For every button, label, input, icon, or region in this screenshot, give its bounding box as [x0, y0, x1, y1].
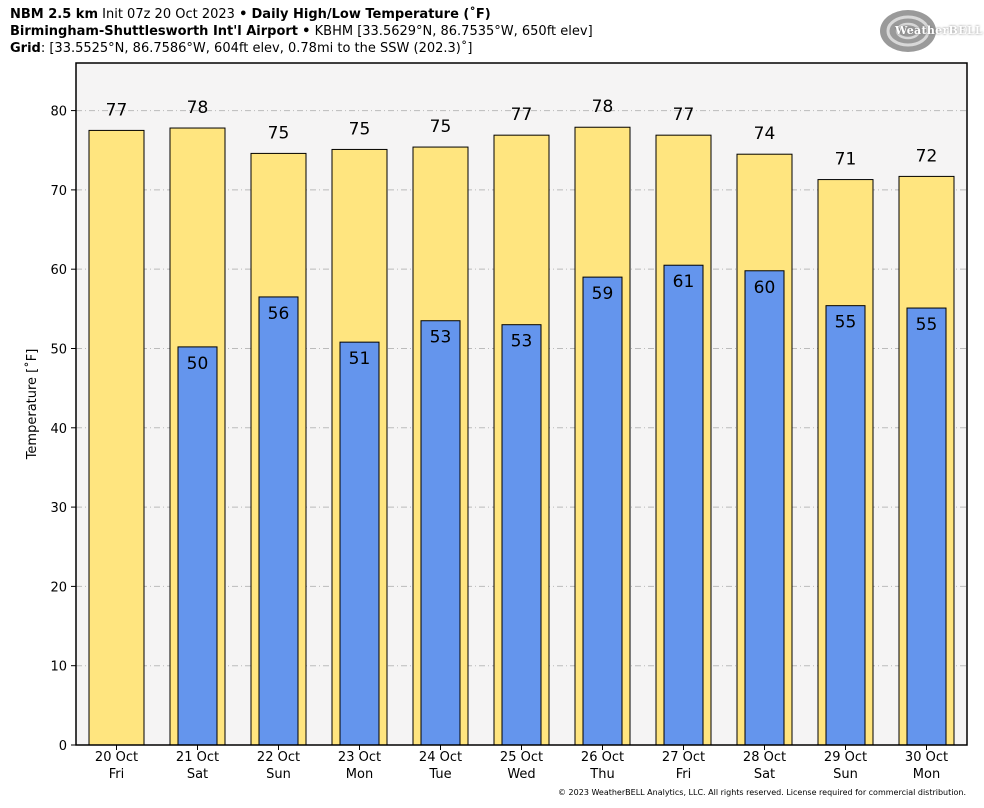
- x-tick-label-date: 28 Oct: [743, 750, 786, 765]
- low-label: 55: [835, 313, 857, 333]
- low-label: 56: [268, 304, 290, 324]
- low-bar: [744, 270, 785, 746]
- high-label: 77: [106, 100, 128, 120]
- x-tick-label-date: 24 Oct: [419, 750, 462, 765]
- y-tick-label: 70: [50, 184, 67, 199]
- high-label: 75: [349, 119, 371, 139]
- x-tick-label-day: Mon: [346, 767, 373, 782]
- high-label: 71: [835, 150, 857, 170]
- product-name: Daily High/Low Temperature (˚F): [251, 7, 491, 22]
- x-tick-label-date: 20 Oct: [95, 750, 138, 765]
- x-tick-label-date: 27 Oct: [662, 750, 705, 765]
- x-tick-label-day: Sat: [754, 767, 775, 782]
- high-label: 77: [673, 105, 695, 125]
- high-label: 78: [187, 98, 209, 118]
- low-bar: [906, 307, 947, 746]
- x-tick-label-day: Mon: [913, 767, 940, 782]
- low-label: 59: [592, 284, 614, 304]
- low-bar: [663, 264, 704, 746]
- init-time: Init 07z 20 Oct 2023: [102, 7, 235, 22]
- station-name: Birmingham-Shuttlesworth Int'l Airport: [10, 24, 299, 39]
- grid-info: : [33.5525°N, 86.7586°W, 604ft elev, 0.7…: [40, 41, 473, 56]
- x-tick-label-date: 22 Oct: [257, 750, 300, 765]
- y-tick-label: 80: [50, 105, 67, 120]
- separator: •: [239, 7, 248, 22]
- x-tick-label-date: 23 Oct: [338, 750, 381, 765]
- y-tick-label: 0: [59, 739, 67, 754]
- x-tick-label-day: Fri: [109, 767, 125, 782]
- high-label: 74: [754, 124, 776, 144]
- y-tick-label: 20: [50, 580, 67, 595]
- low-bar: [420, 320, 461, 746]
- x-tick-label-date: 26 Oct: [581, 750, 624, 765]
- high-label: 75: [268, 123, 290, 143]
- low-label: 50: [187, 354, 209, 374]
- y-tick-label: 10: [50, 660, 67, 675]
- grid-label: Grid: [10, 41, 41, 56]
- low-bar: [177, 346, 218, 746]
- x-tick-label-day: Fri: [676, 767, 692, 782]
- x-tick-label-date: 30 Oct: [905, 750, 948, 765]
- low-label: 51: [349, 349, 371, 369]
- high-bar: [88, 129, 145, 746]
- x-tick-label-date: 29 Oct: [824, 750, 867, 765]
- low-label: 53: [511, 332, 533, 352]
- y-tick-label: 30: [50, 501, 67, 516]
- low-bar: [258, 296, 299, 746]
- y-axis-label: Temperature [˚F]: [24, 349, 40, 461]
- title-line-3: Grid: [33.5525°N, 86.7586°W, 604ft elev,…: [10, 40, 472, 57]
- y-tick-label: 50: [50, 342, 67, 357]
- high-label: 72: [916, 146, 938, 166]
- station-info: KBHM [33.5629°N, 86.7535°W, 650ft elev]: [314, 24, 593, 39]
- low-bar: [582, 276, 623, 746]
- high-label: 77: [511, 105, 533, 125]
- separator: •: [302, 24, 311, 39]
- high-label: 75: [430, 117, 452, 137]
- x-tick-label-day: Wed: [507, 767, 535, 782]
- x-tick-label-date: 25 Oct: [500, 750, 543, 765]
- high-label: 78: [592, 97, 614, 117]
- plot-frame: [75, 62, 968, 746]
- x-tick-label-day: Tue: [428, 767, 451, 782]
- weatherbell-logo: [880, 10, 936, 52]
- low-bar: [339, 341, 380, 746]
- x-tick-label-day: Sat: [187, 767, 208, 782]
- title-line-2: Birmingham-Shuttlesworth Int'l Airport •…: [10, 23, 593, 40]
- y-tick-label: 60: [50, 263, 67, 278]
- logo-text: WeatherBELL: [895, 24, 983, 37]
- y-tick-label: 40: [50, 422, 67, 437]
- low-label: 60: [754, 278, 776, 298]
- title-line-1: NBM 2.5 km Init 07z 20 Oct 2023 • Daily …: [10, 6, 491, 23]
- x-tick-label-day: Sun: [833, 767, 858, 782]
- low-bar: [825, 305, 866, 746]
- x-tick-label-date: 21 Oct: [176, 750, 219, 765]
- model-name: NBM 2.5 km: [10, 7, 98, 22]
- low-label: 61: [673, 272, 695, 292]
- x-tick-label-day: Sun: [266, 767, 291, 782]
- low-label: 53: [430, 328, 452, 348]
- low-label: 55: [916, 315, 938, 335]
- x-tick-label-day: Thu: [589, 767, 614, 782]
- low-bar: [501, 324, 542, 746]
- copyright-notice: © 2023 WeatherBELL Analytics, LLC. All r…: [558, 788, 966, 797]
